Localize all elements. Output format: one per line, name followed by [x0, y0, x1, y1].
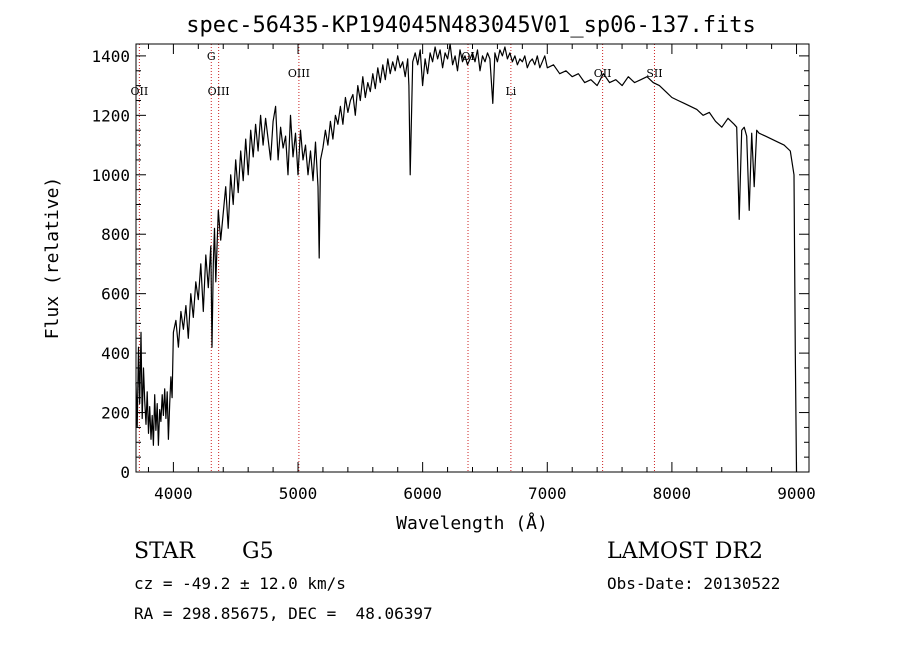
x-tick-label-0: 4000 — [154, 484, 193, 503]
obs-date: Obs-Date: 20130522 — [607, 574, 781, 593]
redshift-cz: cz = -49.2 ± 12.0 km/s — [134, 574, 346, 593]
y-tick-label-2: 400 — [101, 344, 130, 363]
x-tick-label-1: 5000 — [279, 484, 318, 503]
x-tick-label-4: 8000 — [653, 484, 692, 503]
chart-title: spec-56435-KP194045N483045V01_sp06-137.f… — [186, 13, 756, 38]
y-tick-label-4: 800 — [101, 225, 130, 244]
object-class: STAR — [134, 539, 195, 564]
line-label-4: OI — [461, 50, 474, 63]
y-tick-label-7: 1400 — [91, 47, 130, 66]
y-tick-label-3: 600 — [101, 285, 130, 304]
x-tick-label-2: 6000 — [403, 484, 442, 503]
x-tick-label-3: 7000 — [528, 484, 567, 503]
survey-name: LAMOST DR2 — [607, 539, 763, 564]
x-tick-label-5: 9000 — [777, 484, 816, 503]
y-tick-label-5: 1000 — [91, 166, 130, 185]
coordinates: RA = 298.85675, DEC = 48.06397 — [134, 604, 433, 623]
line-label-6: OII — [594, 67, 612, 80]
line-label-2: OIII — [208, 85, 230, 98]
spectrum-line-0 — [135, 43, 798, 473]
spectrum-chart: spec-56435-KP194045N483045V01_sp06-137.f… — [42, 13, 816, 534]
object-subclass: G5 — [242, 539, 274, 564]
line-label-0: OII — [131, 85, 149, 98]
plot-frame — [135, 43, 810, 473]
line-label-3: OIII — [288, 67, 310, 80]
x-axis-label: Wavelength (Å) — [396, 512, 548, 534]
y-tick-label-6: 1200 — [91, 106, 130, 125]
y-tick-label-1: 200 — [101, 404, 130, 423]
y-tick-label-0: 0 — [120, 463, 130, 482]
line-label-1: G — [207, 50, 216, 63]
line-label-7: SII — [646, 67, 662, 80]
line-label-5: Li — [505, 85, 516, 98]
y-axis-label: Flux (relative) — [42, 177, 63, 340]
